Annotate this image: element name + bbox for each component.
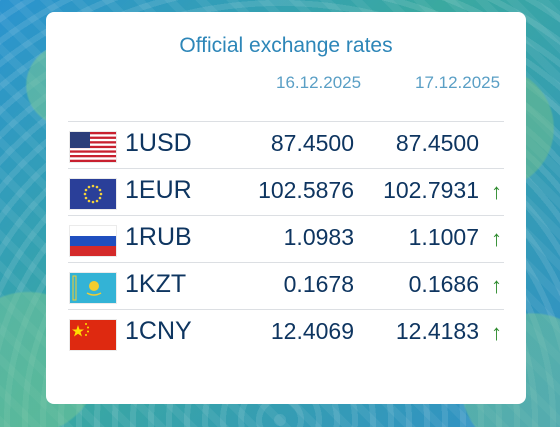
cn-flag-icon [70, 320, 116, 350]
card-title: Official exchange rates [179, 34, 393, 57]
rate-row-cny: 1CNY 12.4069 12.4183 ↑ [68, 309, 504, 356]
rate-current: 12.4183 [395, 318, 479, 344]
rate-row-kzt: 1KZT 0.1678 0.1686 ↑ [68, 262, 504, 309]
us-flag-icon [70, 132, 116, 162]
rate-previous: 87.4500 [270, 130, 354, 156]
rate-previous: 12.4069 [270, 318, 354, 344]
trend-up-icon: ↑ [491, 320, 502, 345]
trend-up-icon: ↑ [491, 273, 502, 298]
date-previous: 16.12.2025 [276, 73, 362, 92]
trend-up-icon: ↑ [491, 179, 502, 204]
currency-code: 1EUR [125, 176, 192, 204]
exchange-rates-card: Official exchange rates 16.12.2025 17.12… [46, 12, 526, 404]
trend-up-icon: ↑ [491, 226, 502, 251]
date-current: 17.12.2025 [415, 73, 501, 92]
currency-code: 1CNY [125, 317, 192, 345]
rate-previous: 1.0983 [283, 224, 354, 250]
rate-row-usd: 1USD 87.4500 87.4500 [68, 121, 504, 168]
eu-flag-icon [70, 179, 116, 209]
rate-row-rub: 1RUB 1.0983 1.1007 ↑ [68, 215, 504, 262]
currency-code: 1KZT [125, 270, 187, 298]
kz-flag-icon [70, 273, 116, 303]
rate-current: 0.1686 [408, 271, 479, 297]
rate-previous: 102.5876 [258, 177, 354, 203]
currency-code: 1RUB [125, 223, 192, 251]
rate-current: 87.4500 [395, 130, 479, 156]
rate-previous: 0.1678 [283, 271, 354, 297]
ru-flag-icon [70, 226, 116, 256]
currency-code: 1USD [125, 129, 192, 157]
rate-current: 102.7931 [383, 177, 479, 203]
rate-row-eur: 1EUR 102.5876 102.7931 ↑ [68, 168, 504, 215]
rate-current: 1.1007 [408, 224, 479, 250]
